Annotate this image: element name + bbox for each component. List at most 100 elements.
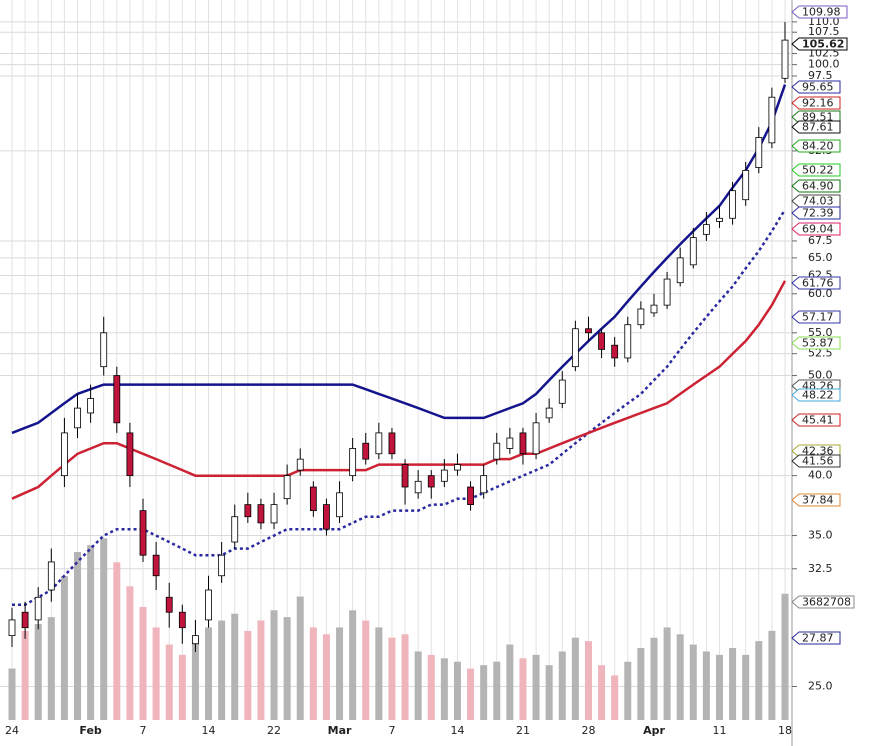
volume-bar bbox=[519, 658, 527, 720]
value-box-label: 27.87 bbox=[802, 632, 834, 645]
volume-bar bbox=[440, 658, 448, 720]
value-box-label: 92.16 bbox=[802, 97, 834, 110]
value-box-label: 84.20 bbox=[802, 140, 834, 153]
candle-body bbox=[205, 589, 212, 621]
value-box: 48.22 bbox=[791, 388, 841, 402]
volume-bar bbox=[126, 586, 134, 720]
y-tick-label: 50.0 bbox=[808, 369, 833, 382]
y-tick-label: 67.5 bbox=[808, 234, 833, 247]
candle-body bbox=[506, 437, 514, 449]
y-tick-label: 60.0 bbox=[808, 287, 833, 300]
y-tick-label: 97.5 bbox=[808, 69, 833, 82]
value-box-pointer bbox=[791, 310, 841, 324]
value-box-label: 61.76 bbox=[802, 277, 834, 290]
value-box-label: 87.61 bbox=[802, 121, 834, 134]
candle-body bbox=[309, 486, 317, 512]
volume-bar bbox=[165, 644, 173, 720]
value-box-pointer bbox=[791, 595, 855, 609]
candle-body bbox=[270, 504, 278, 524]
candle-body bbox=[178, 611, 186, 629]
value-box: 50.22 bbox=[791, 163, 841, 177]
volume-bar bbox=[309, 627, 317, 720]
x-tick-label: Apr bbox=[643, 724, 665, 737]
value-box: 105.62 bbox=[791, 37, 848, 51]
volume-bar bbox=[427, 654, 435, 720]
indicator-line bbox=[11, 84, 787, 435]
candle-body bbox=[139, 510, 147, 556]
volume-bar bbox=[624, 661, 632, 720]
value-box: 41.56 bbox=[791, 454, 841, 468]
value-box: 95.65 bbox=[791, 80, 841, 94]
value-box: 45.41 bbox=[791, 413, 841, 427]
y-tick-label: 100.0 bbox=[808, 58, 840, 71]
candle-body bbox=[152, 554, 160, 577]
candle-body bbox=[611, 344, 619, 359]
y-tick-label: 107.5 bbox=[808, 25, 840, 38]
indicator-line bbox=[11, 280, 787, 500]
candle-body bbox=[480, 475, 488, 494]
candle-body bbox=[467, 486, 474, 506]
volume-bar bbox=[244, 630, 252, 720]
volume-bar bbox=[205, 627, 213, 720]
candle-body bbox=[165, 596, 173, 613]
candle-body bbox=[126, 432, 134, 477]
volume-bar bbox=[283, 617, 291, 720]
candle-body bbox=[323, 504, 330, 530]
candle-body bbox=[598, 332, 605, 350]
x-tick-label: Mar bbox=[328, 724, 352, 737]
volume-bar bbox=[676, 634, 684, 720]
value-box: 37.84 bbox=[791, 493, 841, 507]
volume-bar bbox=[532, 654, 540, 720]
volume-bar bbox=[755, 641, 763, 720]
candle-body bbox=[755, 137, 763, 168]
value-box-label: 72.39 bbox=[802, 207, 834, 220]
volume-bar bbox=[74, 552, 82, 720]
value-box-pointer bbox=[791, 413, 841, 427]
candle-body bbox=[388, 432, 396, 455]
volume-bar bbox=[584, 641, 592, 720]
volume-bar bbox=[191, 637, 199, 720]
y-tick-label: 40.0 bbox=[808, 469, 833, 482]
volume-bar bbox=[139, 606, 147, 720]
value-box: 57.17 bbox=[791, 310, 841, 324]
value-box-label: 95.65 bbox=[802, 81, 834, 94]
candle-body bbox=[532, 422, 540, 455]
candle-body bbox=[113, 375, 121, 424]
volume-bar bbox=[60, 576, 68, 720]
volume-bar bbox=[493, 661, 501, 720]
value-box-label: 42.36 bbox=[802, 445, 834, 458]
volume-bar bbox=[231, 613, 239, 720]
value-box-label: 109.98 bbox=[802, 6, 841, 19]
value-box-label: 53.87 bbox=[802, 337, 834, 350]
value-box-label: 45.41 bbox=[802, 414, 834, 427]
volume-bar bbox=[375, 627, 383, 720]
x-tick-label: 28 bbox=[581, 724, 595, 737]
candle-body bbox=[768, 96, 776, 144]
candle-body bbox=[74, 407, 81, 429]
value-box: 87.61 bbox=[791, 120, 841, 134]
y-tick-label: 52.5 bbox=[808, 347, 833, 360]
volume-bar bbox=[152, 627, 160, 720]
candle-body bbox=[742, 169, 750, 201]
x-tick-label: 21 bbox=[516, 724, 530, 737]
value-box-pointer bbox=[791, 163, 841, 177]
candle-body bbox=[257, 504, 265, 524]
candle-body bbox=[61, 432, 68, 477]
value-box-pointer bbox=[791, 5, 848, 19]
volume-bar bbox=[34, 624, 42, 720]
candle-body bbox=[401, 464, 409, 488]
candle-body bbox=[676, 257, 684, 284]
candle-body bbox=[47, 561, 55, 591]
candle-body bbox=[689, 237, 697, 266]
volume-bar bbox=[178, 654, 186, 720]
candle-body bbox=[231, 516, 239, 543]
value-box-pointer bbox=[791, 80, 841, 94]
value-box-label: 69.04 bbox=[802, 223, 834, 236]
value-box-pointer bbox=[791, 120, 841, 134]
candle-body bbox=[519, 432, 527, 455]
candle-body bbox=[244, 504, 252, 518]
candle-body bbox=[283, 475, 291, 500]
candle-body bbox=[637, 308, 645, 326]
volume-bar bbox=[218, 620, 226, 720]
candle-body bbox=[87, 398, 95, 414]
